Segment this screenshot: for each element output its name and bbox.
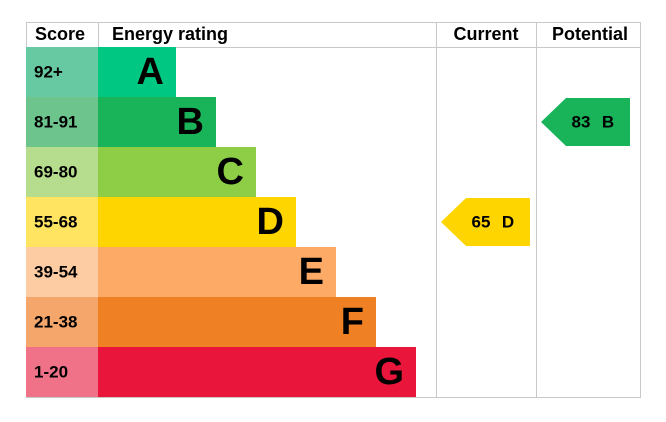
- score-cell: [26, 347, 98, 397]
- score-label: 81-91: [34, 112, 77, 131]
- score-label: 21-38: [34, 312, 77, 331]
- rating-bar: [98, 197, 296, 247]
- score-label: 55-68: [34, 212, 77, 231]
- header-rating: Energy rating: [112, 24, 228, 44]
- score-cell: [26, 197, 98, 247]
- score-cell: [26, 97, 98, 147]
- rating-bar: [98, 147, 256, 197]
- header-current: Current: [453, 24, 518, 44]
- rating-bar: [98, 47, 176, 97]
- header-score: Score: [35, 24, 85, 44]
- band-letter: A: [137, 51, 164, 93]
- band-letter: G: [374, 351, 404, 393]
- score-label: 69-80: [34, 162, 77, 181]
- score-cell: [26, 47, 98, 97]
- header-potential: Potential: [552, 24, 628, 44]
- score-cell: [26, 297, 98, 347]
- rating-bar: [98, 297, 376, 347]
- rating-bar: [98, 347, 416, 397]
- current-band: D: [502, 212, 514, 231]
- band-letter: F: [341, 301, 364, 343]
- potential-arrow: [541, 98, 630, 146]
- potential-band: B: [602, 112, 614, 131]
- score-label: 1-20: [34, 362, 68, 381]
- current-arrow: [441, 198, 530, 246]
- score-cell: [26, 247, 98, 297]
- potential-value: 83: [572, 112, 591, 131]
- score-cell: [26, 147, 98, 197]
- band-letter: D: [257, 201, 284, 243]
- rating-bar: [98, 97, 216, 147]
- band-letter: C: [217, 151, 244, 193]
- band-letter: E: [299, 251, 324, 293]
- band-letter: B: [177, 101, 204, 143]
- rating-bar: [98, 247, 336, 297]
- score-label: 39-54: [34, 262, 78, 281]
- current-value: 65: [472, 212, 491, 231]
- score-label: 92+: [34, 62, 63, 81]
